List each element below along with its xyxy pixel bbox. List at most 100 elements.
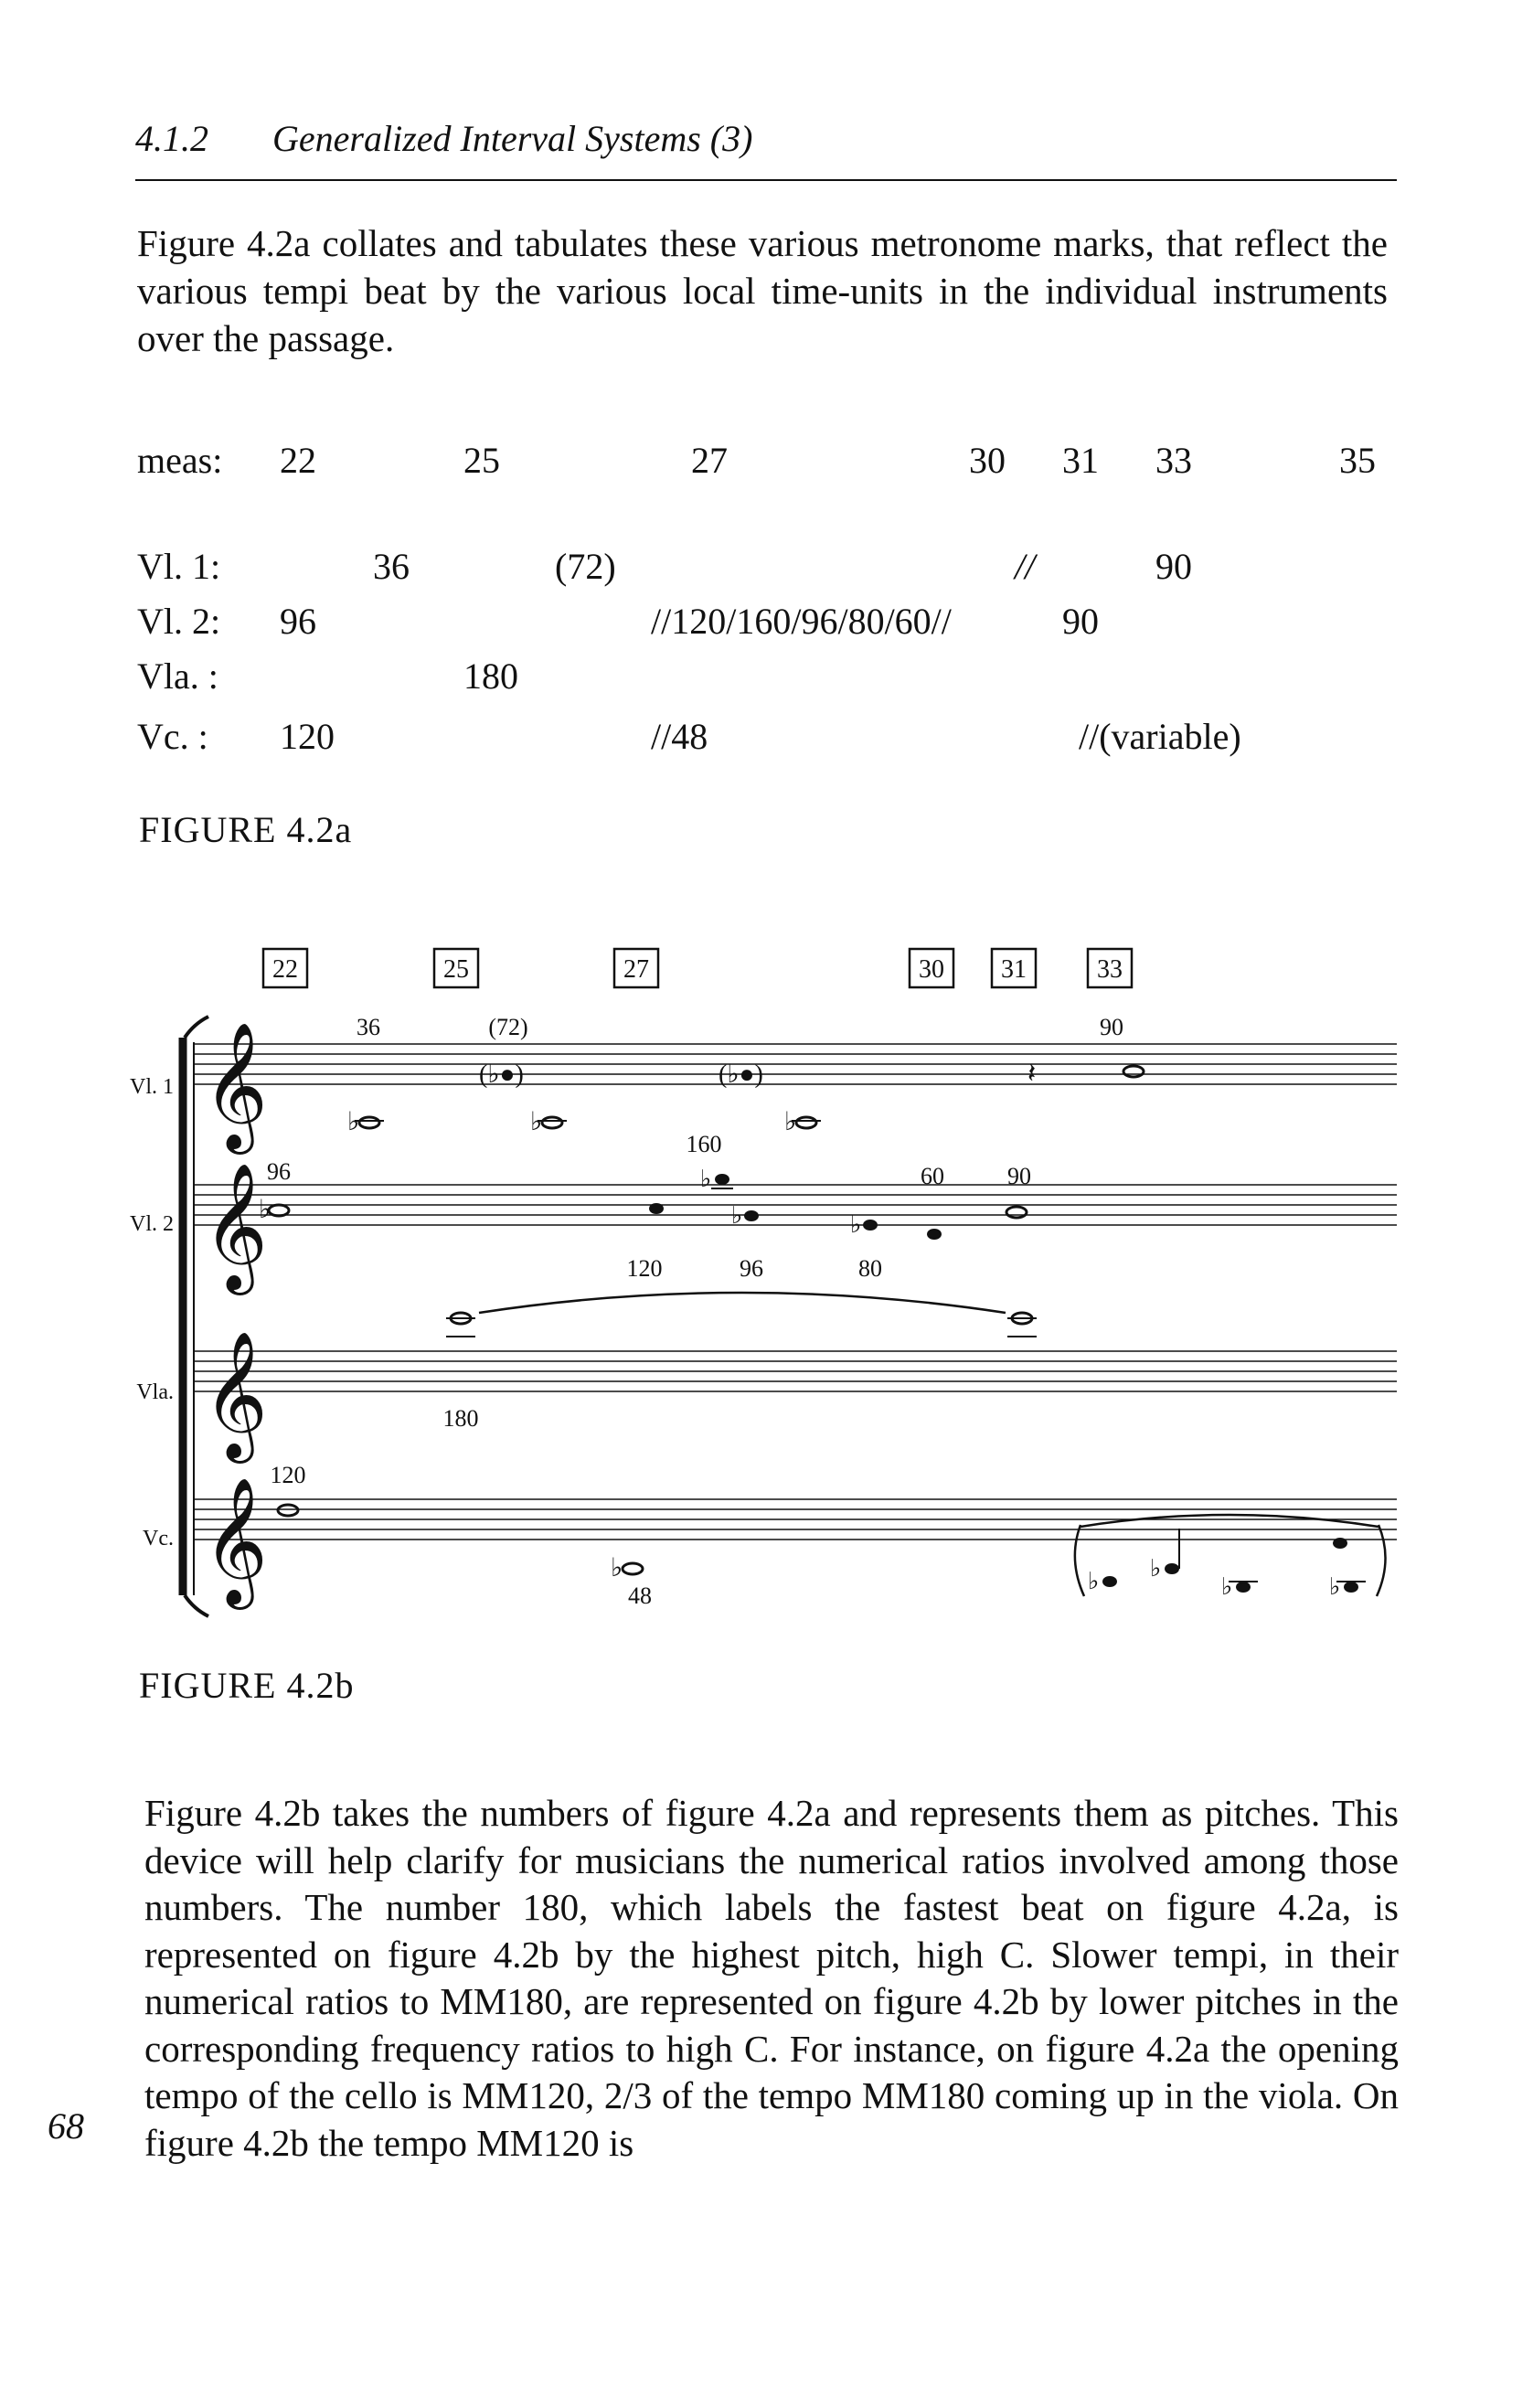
whole-note xyxy=(540,1115,564,1130)
measure-25: 25 xyxy=(463,440,500,481)
treble-clef-icon: 𝄞 xyxy=(203,1479,268,1610)
vl2-cell-90: 90 xyxy=(1062,601,1099,642)
flat-icon: ♭ xyxy=(530,1108,542,1136)
vl2-tempo-60: 60 xyxy=(921,1163,944,1189)
page-number: 68 xyxy=(48,2105,84,2147)
measure-box-label-31: 31 xyxy=(1001,955,1027,984)
note-head xyxy=(1333,1538,1347,1549)
body-text: Figure 4.2b takes the numbers of figure … xyxy=(144,1792,1399,2164)
flat-icon: ♭ xyxy=(611,1554,623,1582)
meas-label: meas: xyxy=(137,440,223,481)
slur xyxy=(1080,1513,1379,1529)
whole-note xyxy=(1122,1064,1145,1079)
measure-box-33 xyxy=(1086,947,1134,989)
vl1-cell-break: // xyxy=(1015,546,1036,587)
vl1-tempo-72: (72) xyxy=(488,1014,527,1040)
whole-note xyxy=(794,1115,818,1130)
instrument-label-vla: Vla. xyxy=(136,1380,174,1404)
treble-clef-icon: 𝄞 xyxy=(203,1024,268,1155)
measure-22: 22 xyxy=(280,440,316,481)
flat-icon: ♭ xyxy=(850,1211,861,1238)
flat-icon: ♭ xyxy=(700,1166,711,1192)
vl1-cell-72: (72) xyxy=(555,546,616,587)
note-head xyxy=(1165,1563,1179,1574)
flat-icon: ♭ xyxy=(784,1108,796,1136)
vl2-tempo-96: 96 xyxy=(267,1158,291,1185)
note-head xyxy=(1236,1582,1251,1593)
instrument-label-vc: Vc. xyxy=(143,1527,174,1550)
vl1-tempo-36: 36 xyxy=(357,1014,380,1040)
vc-tempo-48: 48 xyxy=(628,1582,652,1609)
flat-icon: ♭ xyxy=(1329,1573,1340,1600)
vl2-notes: ♭ ♭ ♭ ♭ xyxy=(259,1166,1028,1240)
measure-box-label-22: 22 xyxy=(272,955,298,984)
body-paragraph: Figure 4.2b takes the numbers of figure … xyxy=(144,1790,1399,2167)
flat-icon: ♭ xyxy=(1150,1555,1161,1582)
treble-clef-icon: 𝄞 xyxy=(203,1333,268,1464)
measure-box-label-27: 27 xyxy=(623,955,649,984)
parenthesis-right xyxy=(1375,1524,1387,1597)
vla-notes xyxy=(446,1291,1037,1337)
whole-note xyxy=(1005,1205,1028,1220)
vc-cell-48: //48 xyxy=(651,716,708,757)
vla-tempo-180: 180 xyxy=(443,1405,479,1432)
measure-35: 35 xyxy=(1339,440,1376,481)
vl1-notes: ♭ ♭ ♭ (♭●) (♭●) 𝄽 xyxy=(347,1059,1145,1136)
quarter-rest-icon: 𝄽 xyxy=(1027,1059,1036,1089)
row-label-vl1: Vl. 1: xyxy=(137,546,221,587)
vl1-tempo-90: 90 xyxy=(1100,1014,1123,1040)
whole-note xyxy=(621,1561,644,1576)
vl2-cell-96: 96 xyxy=(280,601,316,642)
parenthesized-note: (♭●) xyxy=(479,1060,524,1089)
row-label-vc: Vc. : xyxy=(137,716,208,757)
row-label-vl2: Vl. 2: xyxy=(137,601,221,642)
vl2-tempo-90: 90 xyxy=(1007,1163,1031,1189)
note-head xyxy=(1344,1582,1358,1593)
measure-box-30 xyxy=(908,947,955,989)
instrument-label-vl1: Vl. 1 xyxy=(130,1075,174,1099)
flat-icon: ♭ xyxy=(1221,1573,1232,1600)
staff-lines xyxy=(194,1043,1397,1540)
measure-box-label-33: 33 xyxy=(1097,955,1123,984)
bracket-bottom-hook xyxy=(183,1593,209,1618)
flat-icon: ♭ xyxy=(347,1108,359,1136)
measure-box-label-30: 30 xyxy=(919,955,944,984)
measure-31: 31 xyxy=(1062,440,1099,481)
parenthesized-note: (♭●) xyxy=(719,1060,763,1089)
measure-box-25 xyxy=(432,947,480,989)
running-header: 4.1.2 Generalized Interval Systems (3) xyxy=(135,117,752,160)
section-title: Generalized Interval Systems (3) xyxy=(272,118,753,159)
note-head xyxy=(649,1203,664,1214)
whole-note xyxy=(276,1503,300,1518)
vla-cell-180: 180 xyxy=(463,655,518,697)
figure-4-2b-score: 22 25 27 30 31 33 Vl. 1 Vl. 2 Vla. Vc. 𝄞… xyxy=(130,947,1397,1618)
row-label-vla: Vla. : xyxy=(137,655,218,697)
section-number: 4.1.2 xyxy=(135,118,208,159)
measure-box-label-25: 25 xyxy=(443,955,469,984)
parenthesis-left xyxy=(1073,1524,1086,1597)
vc-cell-120: 120 xyxy=(280,716,335,757)
intro-paragraph: Figure 4.2a collates and tabulates these… xyxy=(137,219,1388,362)
vl2-tempo-96-below: 96 xyxy=(740,1255,763,1282)
vl1-cell-36: 36 xyxy=(373,546,410,587)
vl1-cell-90: 90 xyxy=(1155,546,1192,587)
measure-30: 30 xyxy=(969,440,1006,481)
vc-cell-variable: //(variable) xyxy=(1079,716,1241,757)
flat-icon: ♭ xyxy=(1088,1568,1099,1594)
whole-note xyxy=(267,1203,291,1218)
tie xyxy=(478,1291,1006,1315)
measure-box-22 xyxy=(261,947,309,989)
note-head xyxy=(927,1229,942,1240)
vl2-tempo-160: 160 xyxy=(687,1131,722,1157)
vc-tempo-120: 120 xyxy=(271,1462,306,1488)
measure-33: 33 xyxy=(1155,440,1192,481)
measure-box-31 xyxy=(990,947,1038,989)
note-head xyxy=(715,1174,729,1185)
vl2-tempo-80: 80 xyxy=(858,1255,882,1282)
header-rule xyxy=(135,179,1397,181)
figure-4-2a-caption: FIGURE 4.2a xyxy=(139,809,353,850)
instrument-label-vl2: Vl. 2 xyxy=(130,1212,174,1236)
vc-notes: ♭ ♭ ♭ ♭ ♭ xyxy=(276,1503,1387,1600)
flat-icon: ♭ xyxy=(259,1196,271,1224)
vl2-tempo-120: 120 xyxy=(627,1255,663,1282)
